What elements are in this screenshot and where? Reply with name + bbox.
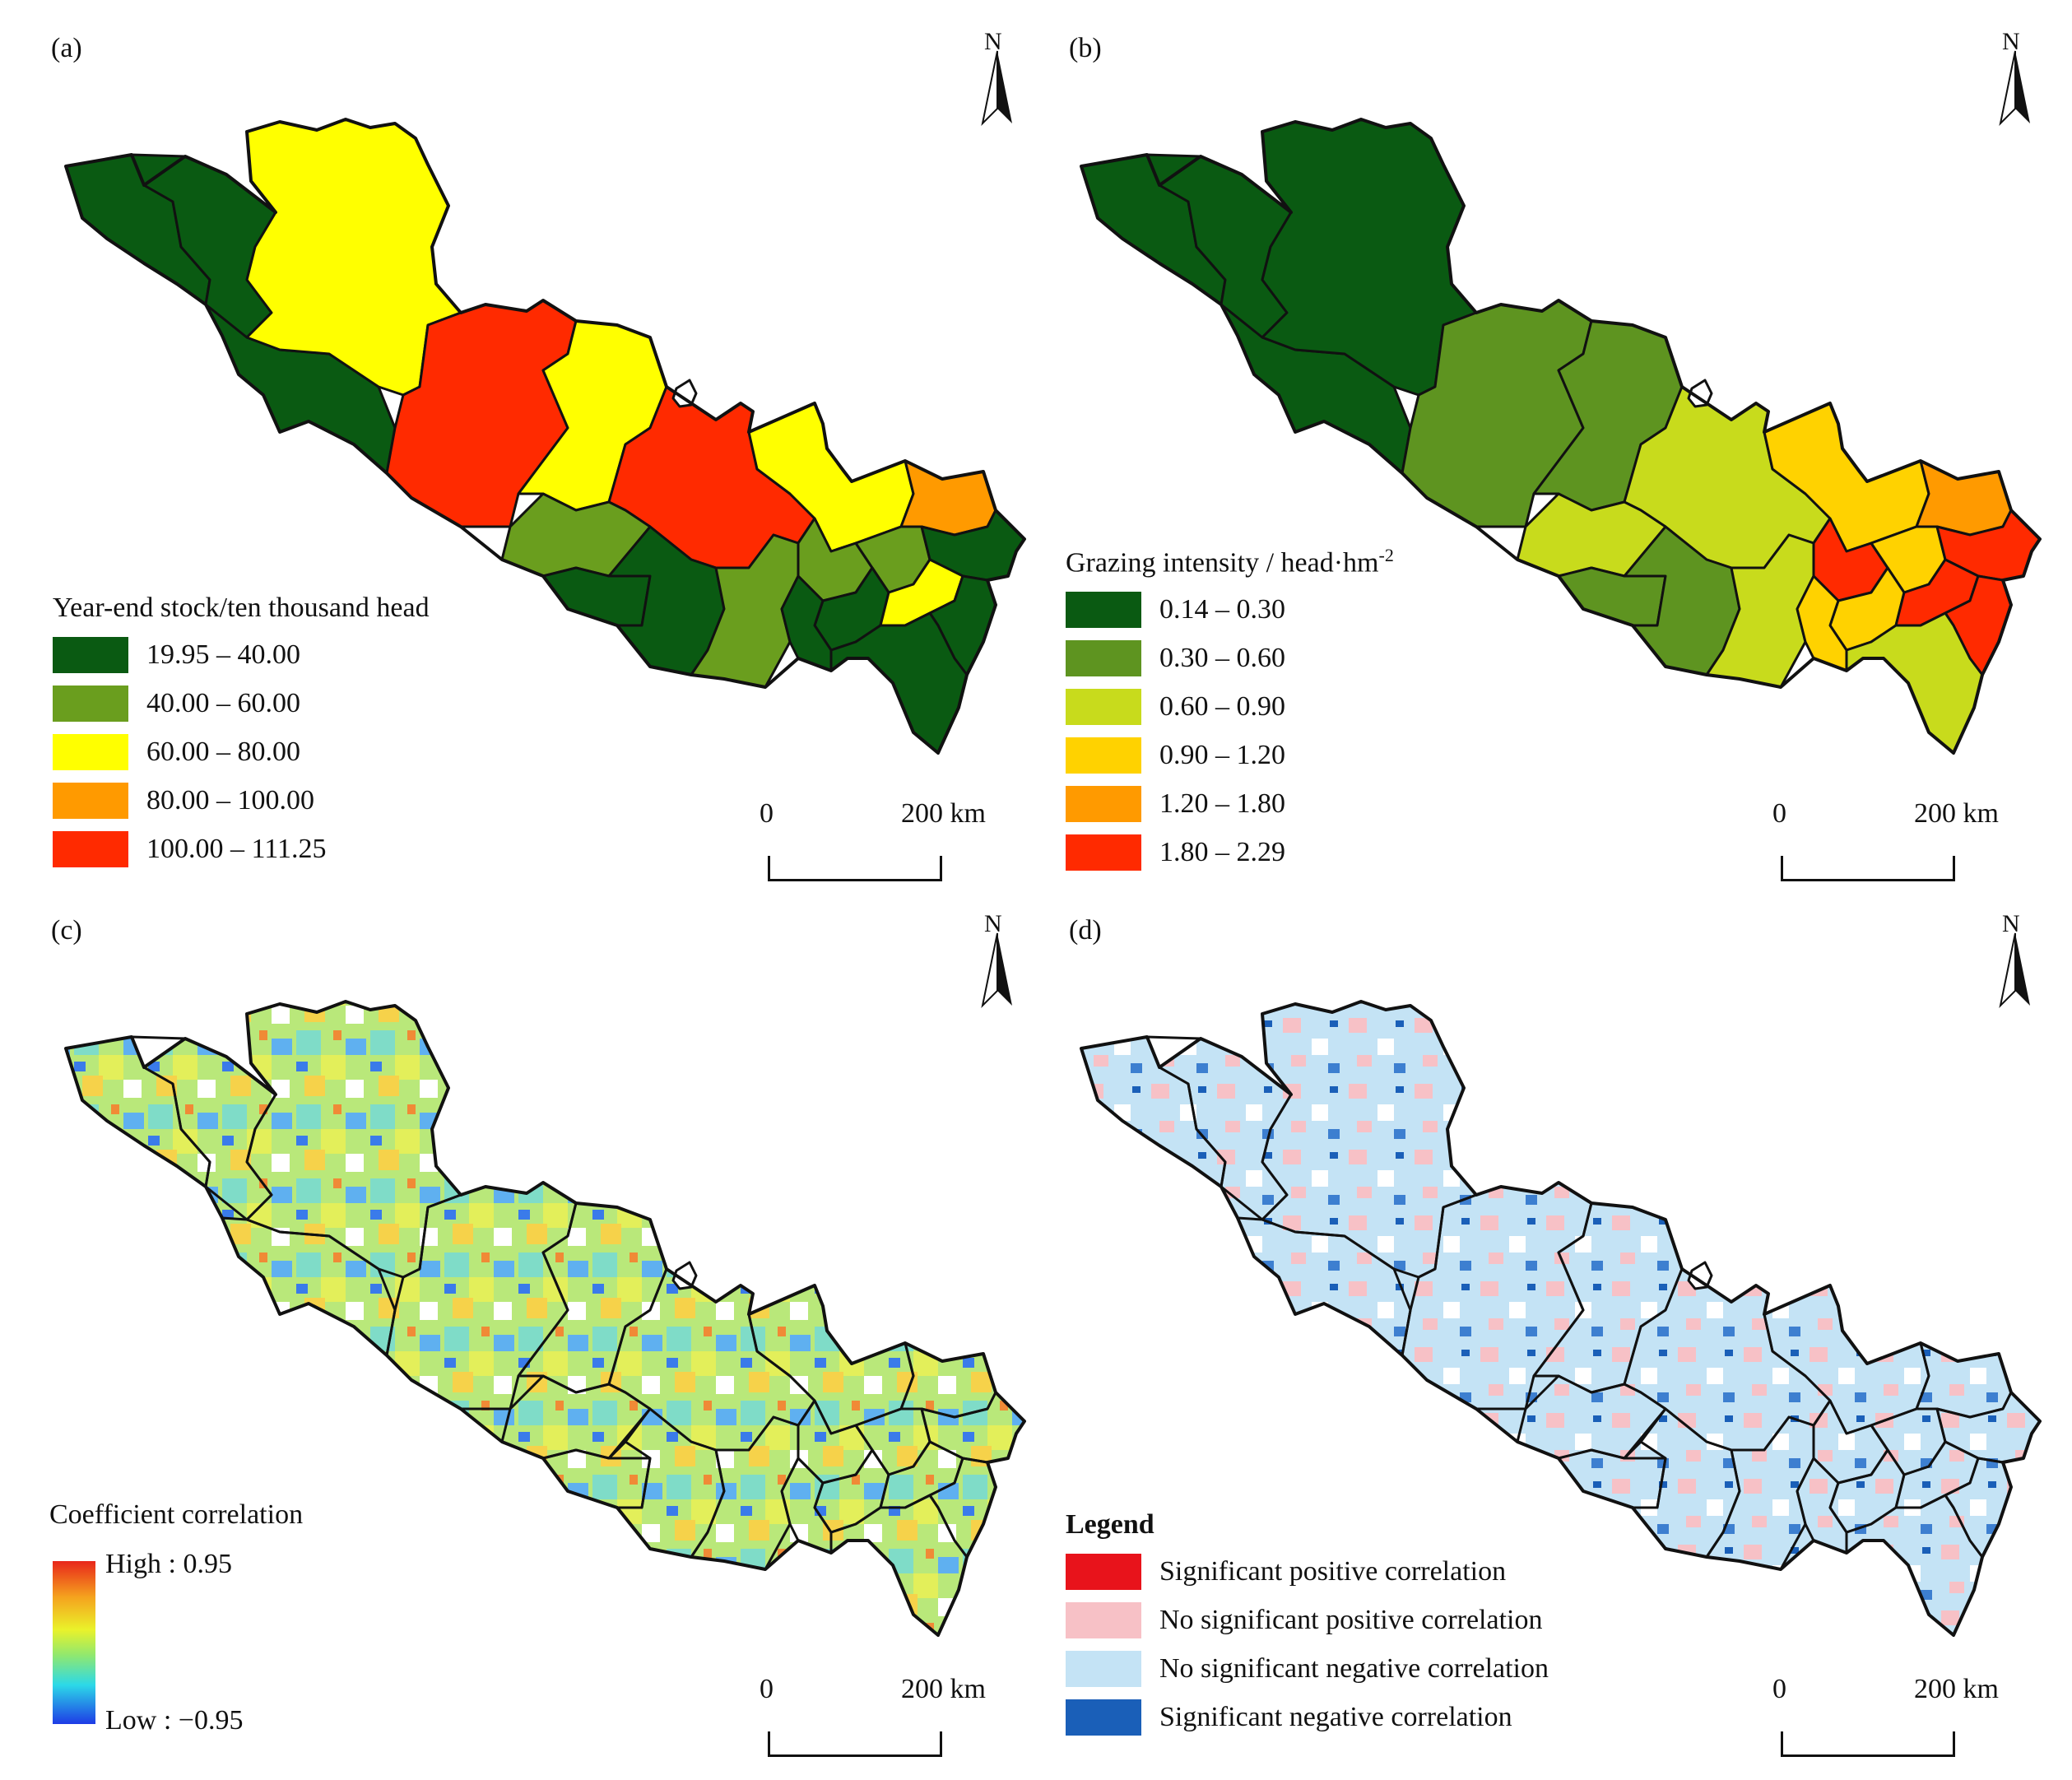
scale-bar: 0 200 km [745, 798, 1016, 889]
scale-bar: 0 200 km [1758, 1674, 2029, 1764]
scale-bar: 0 200 km [1758, 798, 2029, 889]
legend-item: 0.90 – 1.20 [1066, 731, 1394, 779]
legend-item: No significant negative correlation [1066, 1644, 1549, 1693]
legend-grazing-intensity: Grazing intensity / head·hm-2 0.14 – 0.3… [1066, 545, 1394, 876]
legend-item: 19.95 – 40.00 [53, 630, 430, 679]
legend-item: 0.14 – 0.30 [1066, 585, 1394, 634]
panel-label-d: (d) [1069, 915, 1102, 946]
legend-item: 1.20 – 1.80 [1066, 779, 1394, 828]
north-arrow: N [1991, 910, 2040, 1009]
ramp-high-label: High : 0.95 [105, 1549, 232, 1579]
panel-d: (d) N Legend Significant positive correl… [1036, 890, 2072, 1780]
panel-label-b: (b) [1069, 33, 1102, 63]
legend-item: 100.00 – 111.25 [53, 825, 430, 873]
legend-title: Coefficient correlation [49, 1499, 304, 1530]
legend-item: 40.00 – 60.00 [53, 679, 430, 727]
legend-title: Legend [1066, 1509, 1154, 1540]
legend-correlation: Coefficient correlation [49, 1499, 303, 1537]
legend-item: Significant negative correlation [1066, 1693, 1549, 1741]
panel-a: (a) N [0, 0, 1036, 890]
map-correlation-coefficient [64, 1000, 1026, 1637]
legend-significance: Legend Significant positive correlation … [1066, 1509, 1549, 1741]
panel-label-c: (c) [51, 915, 82, 946]
panel-label-a: (a) [51, 33, 82, 63]
north-arrow: N [973, 28, 1022, 127]
legend-year-end-stock: Year-end stock/ten thousand head 19.95 –… [53, 593, 430, 873]
scale-bar: 0 200 km [745, 1674, 1016, 1764]
north-arrow: N [973, 910, 1022, 1009]
north-arrow: N [1991, 28, 2040, 127]
legend-title: Year-end stock/ten thousand head [53, 593, 430, 623]
legend-item: 0.30 – 0.60 [1066, 634, 1394, 682]
panel-c: (c) N Coefficient correlation High : 0.9… [0, 890, 1036, 1780]
legend-item: 80.00 – 100.00 [53, 776, 430, 825]
color-ramp [53, 1561, 95, 1724]
legend-item: No significant positive correlation [1066, 1596, 1549, 1644]
panel-b: (b) N [1036, 0, 2072, 890]
legend-item: 1.80 – 2.29 [1066, 828, 1394, 876]
ramp-low-label: Low : −0.95 [105, 1705, 244, 1736]
legend-item: 60.00 – 80.00 [53, 727, 430, 776]
legend-title: Grazing intensity / head·hm-2 [1066, 545, 1394, 579]
legend-item: 0.60 – 0.90 [1066, 682, 1394, 731]
legend-item: Significant positive correlation [1066, 1547, 1549, 1596]
